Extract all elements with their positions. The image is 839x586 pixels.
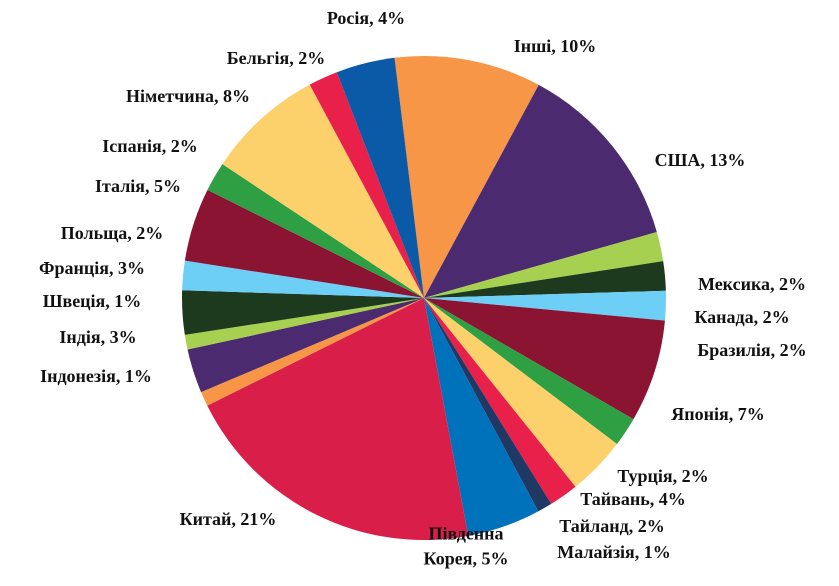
pie-slice <box>424 298 576 504</box>
slice-label: США, 13% <box>655 150 746 170</box>
pie-slice <box>187 298 424 393</box>
slice-label: Китай, 21% <box>180 509 277 529</box>
slice-label: Малайзія, 1% <box>557 542 671 562</box>
pie-slice <box>184 298 424 350</box>
pie-slice <box>424 298 539 536</box>
slice-label: Турція, 2% <box>617 466 708 486</box>
pie-slice <box>424 84 657 298</box>
pie-slice <box>336 57 424 298</box>
pie-slice <box>424 290 666 321</box>
slice-label: Польща, 2% <box>61 223 164 243</box>
slice-label: Інші, 10% <box>514 36 597 56</box>
slice-label: Тайланд, 2% <box>559 516 665 536</box>
slice-label: Бразилія, 2% <box>697 340 806 360</box>
slice-label: Канада, 2% <box>694 307 789 327</box>
pie-slice <box>207 298 469 540</box>
slice-label: Швеція, 1% <box>43 291 142 311</box>
pie-slice <box>424 261 666 298</box>
slice-label: Іспанія, 2% <box>102 136 197 156</box>
slice-label: Японія, 7% <box>671 404 764 424</box>
slice-label: Тайвань, 4% <box>580 489 686 509</box>
pie-slice <box>182 290 424 335</box>
slice-label: Німетчина, 8% <box>126 86 250 106</box>
slice-label: Південна <box>428 524 503 544</box>
slice-label: Корея, 5% <box>424 549 509 569</box>
slice-label: Франція, 3% <box>39 258 145 278</box>
slice-label: Італія, 5% <box>95 176 181 196</box>
slice-label: Росія, 4% <box>327 8 405 28</box>
slice-label: Мексика, 2% <box>698 274 806 294</box>
pie-slice <box>424 298 634 445</box>
pie-slice <box>394 56 539 299</box>
pie-slice <box>424 298 665 420</box>
pie-slice <box>207 164 424 298</box>
slice-label: Індія, 3% <box>59 327 136 347</box>
pie-slice <box>424 232 664 298</box>
pie-slice <box>424 298 552 512</box>
pie-slice <box>222 84 424 299</box>
pie-slice <box>201 298 424 406</box>
pie-slice <box>182 260 424 298</box>
slice-label: Індонезія, 1% <box>40 366 152 386</box>
pie-slice <box>424 298 617 487</box>
pie-slice <box>184 189 424 298</box>
slice-label: Бельгія, 2% <box>227 48 325 68</box>
pie-slice <box>309 72 424 298</box>
